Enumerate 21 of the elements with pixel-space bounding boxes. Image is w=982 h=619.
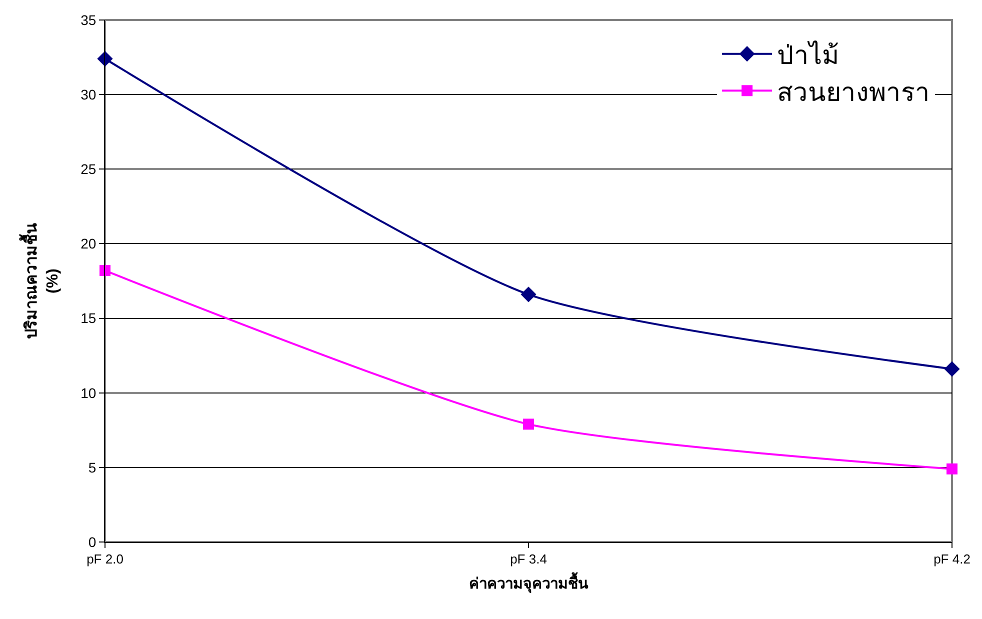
point xyxy=(520,286,536,302)
y-tick-label: 5 xyxy=(88,459,96,476)
legend-label: ป่าไม้ xyxy=(777,40,840,70)
point xyxy=(946,463,958,474)
y-tick-label: 10 xyxy=(80,384,96,401)
y-tick-label: 20 xyxy=(80,236,96,252)
point xyxy=(97,50,113,67)
point xyxy=(944,361,960,377)
legend-label: สวนยางพารา xyxy=(777,76,930,107)
x-tick-label: pF 3.4 xyxy=(510,552,547,567)
point xyxy=(100,265,110,276)
y-tick-label: 35 xyxy=(80,12,96,28)
x-tick-label: pF 2.0 xyxy=(86,552,124,567)
y-tick-label: 15 xyxy=(80,310,96,326)
y-tick-label: 0 xyxy=(88,534,96,550)
y-tick-label: 25 xyxy=(80,161,96,178)
y-tick-label: 30 xyxy=(80,86,96,102)
y-axis-title: ปริมาณความชื้น (%) xyxy=(18,223,62,339)
x-tick-label: pF 4.2 xyxy=(934,552,970,567)
point xyxy=(523,418,534,430)
x-axis-title: ค่าความจุความชื้น xyxy=(469,572,589,594)
